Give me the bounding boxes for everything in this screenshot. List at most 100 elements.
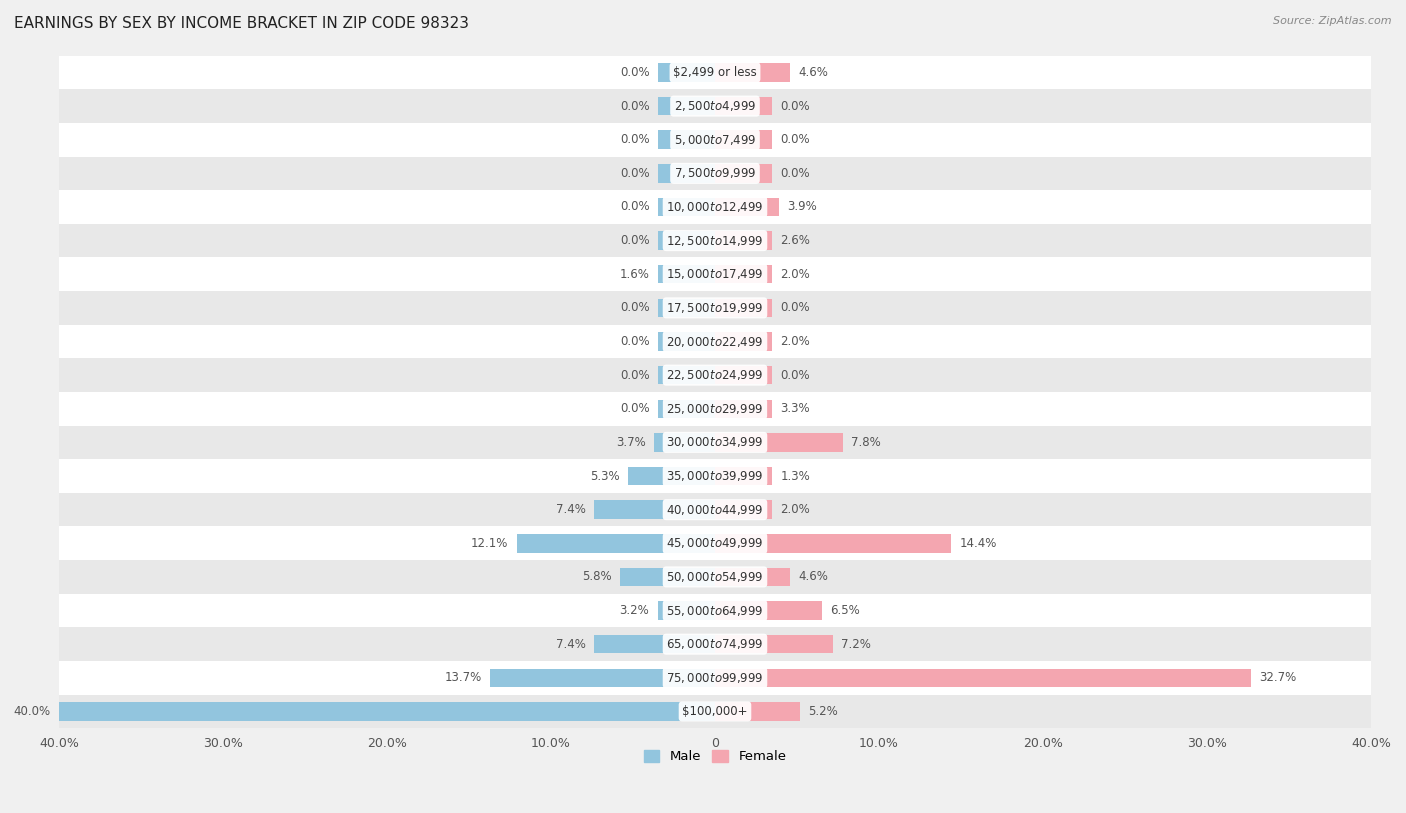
Text: EARNINGS BY SEX BY INCOME BRACKET IN ZIP CODE 98323: EARNINGS BY SEX BY INCOME BRACKET IN ZIP… [14,16,470,31]
Bar [658,97,716,115]
Text: 0.0%: 0.0% [780,302,810,315]
Bar [716,433,844,452]
Text: 1.3%: 1.3% [780,470,810,483]
Bar [59,190,1371,224]
Bar [716,668,1251,687]
Text: 3.2%: 3.2% [620,604,650,617]
Bar [658,399,716,418]
Text: 5.2%: 5.2% [808,705,838,718]
Bar [491,668,716,687]
Text: 0.0%: 0.0% [780,100,810,112]
Text: 0.0%: 0.0% [780,368,810,381]
Text: 0.0%: 0.0% [620,402,650,415]
Bar [59,324,1371,359]
Bar [59,628,1371,661]
Bar [658,333,716,350]
Text: 1.6%: 1.6% [620,267,650,280]
Text: 7.4%: 7.4% [555,503,585,516]
Bar [59,55,1371,89]
Bar [716,501,772,519]
Text: $65,000 to $74,999: $65,000 to $74,999 [666,637,763,651]
Bar [658,164,716,183]
Bar [658,63,716,82]
Text: 7.2%: 7.2% [841,637,872,650]
Text: 0.0%: 0.0% [620,368,650,381]
Bar [658,265,716,284]
Text: $45,000 to $49,999: $45,000 to $49,999 [666,537,763,550]
Text: 5.8%: 5.8% [582,571,612,584]
Bar [716,265,772,284]
Text: 0.0%: 0.0% [620,302,650,315]
Bar [59,123,1371,157]
Text: 0.0%: 0.0% [620,201,650,214]
Bar [59,593,1371,628]
Legend: Male, Female: Male, Female [638,745,792,769]
Text: 2.0%: 2.0% [780,503,810,516]
Text: 2.0%: 2.0% [780,335,810,348]
Bar [716,164,772,183]
Text: 0.0%: 0.0% [620,335,650,348]
Text: 0.0%: 0.0% [620,100,650,112]
Bar [658,602,716,620]
Bar [59,459,1371,493]
Bar [59,157,1371,190]
Bar [716,399,772,418]
Text: $15,000 to $17,499: $15,000 to $17,499 [666,267,763,281]
Bar [59,694,1371,728]
Text: 7.4%: 7.4% [555,637,585,650]
Bar [516,534,716,553]
Text: $20,000 to $22,499: $20,000 to $22,499 [666,334,763,349]
Bar [59,359,1371,392]
Bar [59,425,1371,459]
Bar [59,560,1371,593]
Bar [59,224,1371,258]
Text: 0.0%: 0.0% [780,133,810,146]
Bar [59,89,1371,123]
Bar [716,534,952,553]
Text: 3.3%: 3.3% [780,402,810,415]
Bar [716,63,790,82]
Text: $100,000+: $100,000+ [682,705,748,718]
Bar [658,366,716,385]
Text: Source: ZipAtlas.com: Source: ZipAtlas.com [1274,16,1392,26]
Bar [716,366,772,385]
Text: $30,000 to $34,999: $30,000 to $34,999 [666,436,763,450]
Bar [716,602,821,620]
Text: 2.6%: 2.6% [780,234,810,247]
Bar [654,433,716,452]
Text: 4.6%: 4.6% [799,571,828,584]
Text: 14.4%: 14.4% [959,537,997,550]
Text: 12.1%: 12.1% [471,537,509,550]
Text: $50,000 to $54,999: $50,000 to $54,999 [666,570,763,584]
Text: $7,500 to $9,999: $7,500 to $9,999 [673,167,756,180]
Bar [593,501,716,519]
Bar [716,567,790,586]
Bar [620,567,716,586]
Bar [593,635,716,654]
Text: 2.0%: 2.0% [780,267,810,280]
Text: 0.0%: 0.0% [620,167,650,180]
Bar [716,198,779,216]
Bar [658,198,716,216]
Bar [59,392,1371,425]
Bar [716,232,772,250]
Bar [59,493,1371,527]
Bar [658,130,716,149]
Bar [59,702,716,720]
Text: 6.5%: 6.5% [830,604,859,617]
Text: 0.0%: 0.0% [620,66,650,79]
Text: 3.7%: 3.7% [616,436,647,449]
Bar [716,635,834,654]
Bar [716,333,772,350]
Bar [716,702,800,720]
Bar [716,467,772,485]
Text: 13.7%: 13.7% [444,672,482,685]
Text: 40.0%: 40.0% [14,705,51,718]
Text: 0.0%: 0.0% [620,133,650,146]
Text: 4.6%: 4.6% [799,66,828,79]
Bar [716,130,772,149]
Bar [716,97,772,115]
Text: $2,499 or less: $2,499 or less [673,66,756,79]
Text: $35,000 to $39,999: $35,000 to $39,999 [666,469,763,483]
Text: $10,000 to $12,499: $10,000 to $12,499 [666,200,763,214]
